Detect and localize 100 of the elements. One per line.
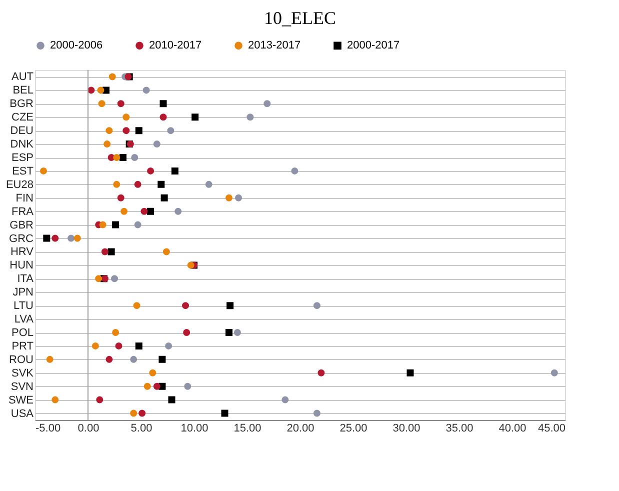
point — [112, 329, 120, 336]
point — [183, 329, 190, 336]
point — [106, 127, 113, 134]
point — [138, 410, 146, 417]
point — [99, 221, 106, 228]
chart-title: 10_ELEC — [264, 8, 336, 28]
y-tick-label: BEL — [12, 84, 34, 97]
x-tick-label: 10.00 — [180, 422, 208, 434]
point — [135, 342, 142, 350]
y-tick-label: HRV — [10, 246, 34, 258]
point — [40, 167, 47, 174]
y-tick-label: EST — [12, 165, 34, 178]
point — [134, 180, 142, 188]
point — [46, 356, 54, 363]
point — [117, 194, 124, 202]
point — [112, 221, 120, 228]
y-tick-label: LTU — [14, 300, 34, 312]
y-tick-label: POL — [11, 327, 34, 339]
point — [235, 194, 242, 202]
point — [108, 248, 115, 256]
x-tick-label: -5.00 — [36, 422, 61, 434]
point — [158, 180, 165, 188]
point — [226, 302, 234, 310]
legend-label: 2000-2017 — [347, 40, 400, 52]
y-tick-label: PRT — [12, 340, 34, 352]
point — [88, 86, 95, 94]
point — [43, 234, 50, 242]
point — [225, 194, 232, 202]
point — [282, 396, 289, 404]
point — [98, 100, 106, 108]
point — [225, 329, 232, 336]
point — [130, 410, 138, 417]
point — [550, 369, 558, 376]
point — [131, 154, 138, 161]
x-tick-label: 25.00 — [340, 422, 368, 434]
point — [160, 100, 167, 108]
y-tick-label: LVA — [14, 314, 34, 326]
point — [142, 86, 150, 94]
point — [246, 114, 254, 121]
point — [406, 369, 414, 376]
y-tick-label: ESP — [11, 152, 34, 164]
y-tick-label: EU28 — [6, 178, 34, 191]
x-tick-label: 20.00 — [286, 422, 314, 434]
point — [291, 167, 298, 174]
x-tick-label: 30.00 — [392, 422, 420, 434]
point — [106, 356, 113, 363]
point — [144, 382, 151, 390]
y-tick-label: BGR — [10, 98, 34, 110]
point — [111, 275, 118, 282]
x-tick-label: 5.00 — [130, 422, 152, 434]
point — [147, 208, 154, 215]
point — [97, 86, 104, 94]
point — [174, 208, 182, 215]
point — [158, 356, 166, 363]
point — [115, 342, 122, 350]
point — [234, 329, 241, 336]
y-tick-label: AUT — [12, 71, 34, 84]
point — [52, 396, 59, 404]
point — [160, 114, 167, 121]
y-tick-label: DNK — [10, 138, 34, 151]
point — [96, 396, 104, 404]
y-tick-label: SVN — [10, 380, 34, 393]
point — [133, 302, 140, 310]
point — [318, 369, 325, 376]
y-tick-label: ITA — [17, 273, 34, 286]
point — [221, 410, 228, 417]
point — [122, 127, 130, 134]
point — [167, 127, 174, 134]
y-tick-label: DEU — [10, 125, 34, 138]
point — [104, 140, 111, 148]
point — [140, 208, 148, 215]
point — [74, 234, 81, 242]
point — [162, 248, 170, 256]
point — [134, 221, 142, 228]
point — [130, 356, 138, 363]
point — [117, 100, 124, 108]
point — [68, 234, 75, 242]
point — [313, 302, 320, 310]
point — [119, 154, 126, 161]
point — [192, 114, 199, 121]
point — [135, 127, 142, 134]
y-tick-label: GRC — [9, 232, 34, 245]
y-tick-label: FIN — [16, 192, 34, 204]
point — [171, 167, 178, 174]
y-tick-label: USA — [10, 408, 34, 420]
legend-label: 2000-2006 — [50, 40, 103, 52]
point — [168, 396, 176, 404]
point — [160, 194, 168, 202]
x-tick-label: 45.00 — [538, 422, 566, 434]
y-tick-label: SWE — [8, 394, 34, 406]
point — [153, 140, 160, 148]
x-tick-label: 40.00 — [498, 422, 526, 434]
point — [182, 302, 190, 310]
point — [122, 114, 130, 121]
y-tick-label: SVK — [11, 367, 34, 380]
y-tick-label: HUN — [10, 260, 34, 272]
point — [313, 410, 320, 417]
y-tick-label: GBR — [10, 219, 34, 232]
point — [101, 248, 108, 256]
point — [187, 262, 194, 269]
